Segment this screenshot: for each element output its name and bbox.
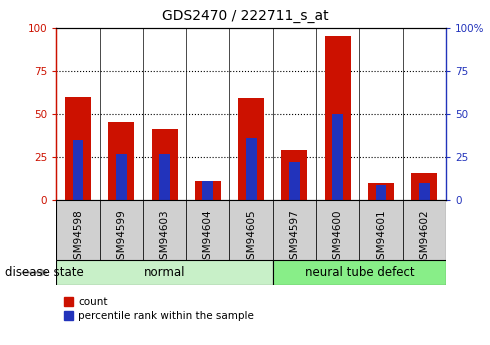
Bar bbox=[316, 200, 359, 260]
Bar bbox=[202, 181, 213, 200]
Bar bbox=[56, 200, 99, 260]
Bar bbox=[195, 181, 221, 200]
Bar bbox=[73, 140, 83, 200]
Bar bbox=[245, 138, 257, 200]
Bar bbox=[56, 260, 273, 285]
Bar bbox=[273, 260, 446, 285]
Text: GSM94599: GSM94599 bbox=[116, 209, 126, 266]
Bar bbox=[65, 97, 91, 200]
Text: normal: normal bbox=[144, 266, 185, 279]
Bar bbox=[359, 200, 403, 260]
Bar bbox=[229, 200, 273, 260]
Bar bbox=[411, 172, 437, 200]
Bar bbox=[143, 200, 186, 260]
Bar bbox=[325, 36, 351, 200]
Bar bbox=[332, 114, 343, 200]
Bar bbox=[116, 154, 127, 200]
Bar bbox=[159, 154, 170, 200]
Text: GSM94605: GSM94605 bbox=[246, 209, 256, 266]
Bar bbox=[375, 185, 387, 200]
Text: GSM94603: GSM94603 bbox=[160, 209, 170, 266]
Text: GSM94601: GSM94601 bbox=[376, 209, 386, 266]
Bar bbox=[273, 200, 316, 260]
Bar bbox=[289, 162, 300, 200]
Bar bbox=[419, 183, 430, 200]
Bar bbox=[281, 150, 307, 200]
Bar bbox=[108, 122, 134, 200]
Text: GSM94602: GSM94602 bbox=[419, 209, 429, 266]
Text: GSM94598: GSM94598 bbox=[73, 209, 83, 266]
Legend: count, percentile rank within the sample: count, percentile rank within the sample bbox=[62, 295, 256, 323]
Text: GSM94597: GSM94597 bbox=[290, 209, 299, 266]
Bar bbox=[403, 200, 446, 260]
Text: neural tube defect: neural tube defect bbox=[304, 266, 414, 279]
Bar bbox=[151, 129, 177, 200]
Text: GSM94604: GSM94604 bbox=[203, 209, 213, 266]
Bar bbox=[186, 200, 229, 260]
Bar bbox=[99, 200, 143, 260]
Text: GSM94600: GSM94600 bbox=[333, 209, 343, 266]
Text: GDS2470 / 222711_s_at: GDS2470 / 222711_s_at bbox=[162, 9, 328, 23]
Bar bbox=[368, 183, 394, 200]
Bar bbox=[238, 98, 264, 200]
Text: disease state: disease state bbox=[5, 266, 84, 279]
